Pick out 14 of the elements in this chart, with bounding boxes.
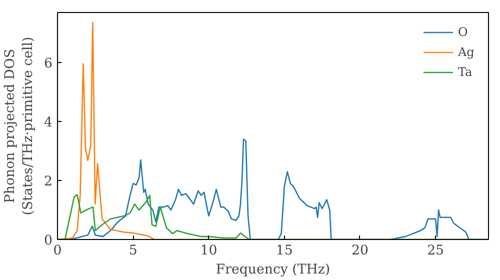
x-tick-label: 10 [200, 244, 218, 258]
x-tick-label: 25 [427, 244, 444, 258]
y-tick-label: 4 [44, 116, 53, 131]
y-axis-title: Phonon projected DOS (States/THz·primitive cell) [3, 36, 36, 216]
x-tick-label: 5 [128, 244, 138, 258]
legend-label: Ta [458, 65, 474, 79]
x-tick-label: 20 [351, 244, 368, 258]
legend-label: O [458, 25, 469, 39]
y-tick-label: 0 [44, 234, 53, 248]
y-tick-label: 6 [44, 56, 53, 72]
x-axis-title: Frequency (THz) [216, 262, 330, 278]
y-tick-label: 2 [44, 174, 53, 190]
legend-label: Ag [458, 45, 476, 59]
x-tick-label: 15 [276, 244, 293, 258]
